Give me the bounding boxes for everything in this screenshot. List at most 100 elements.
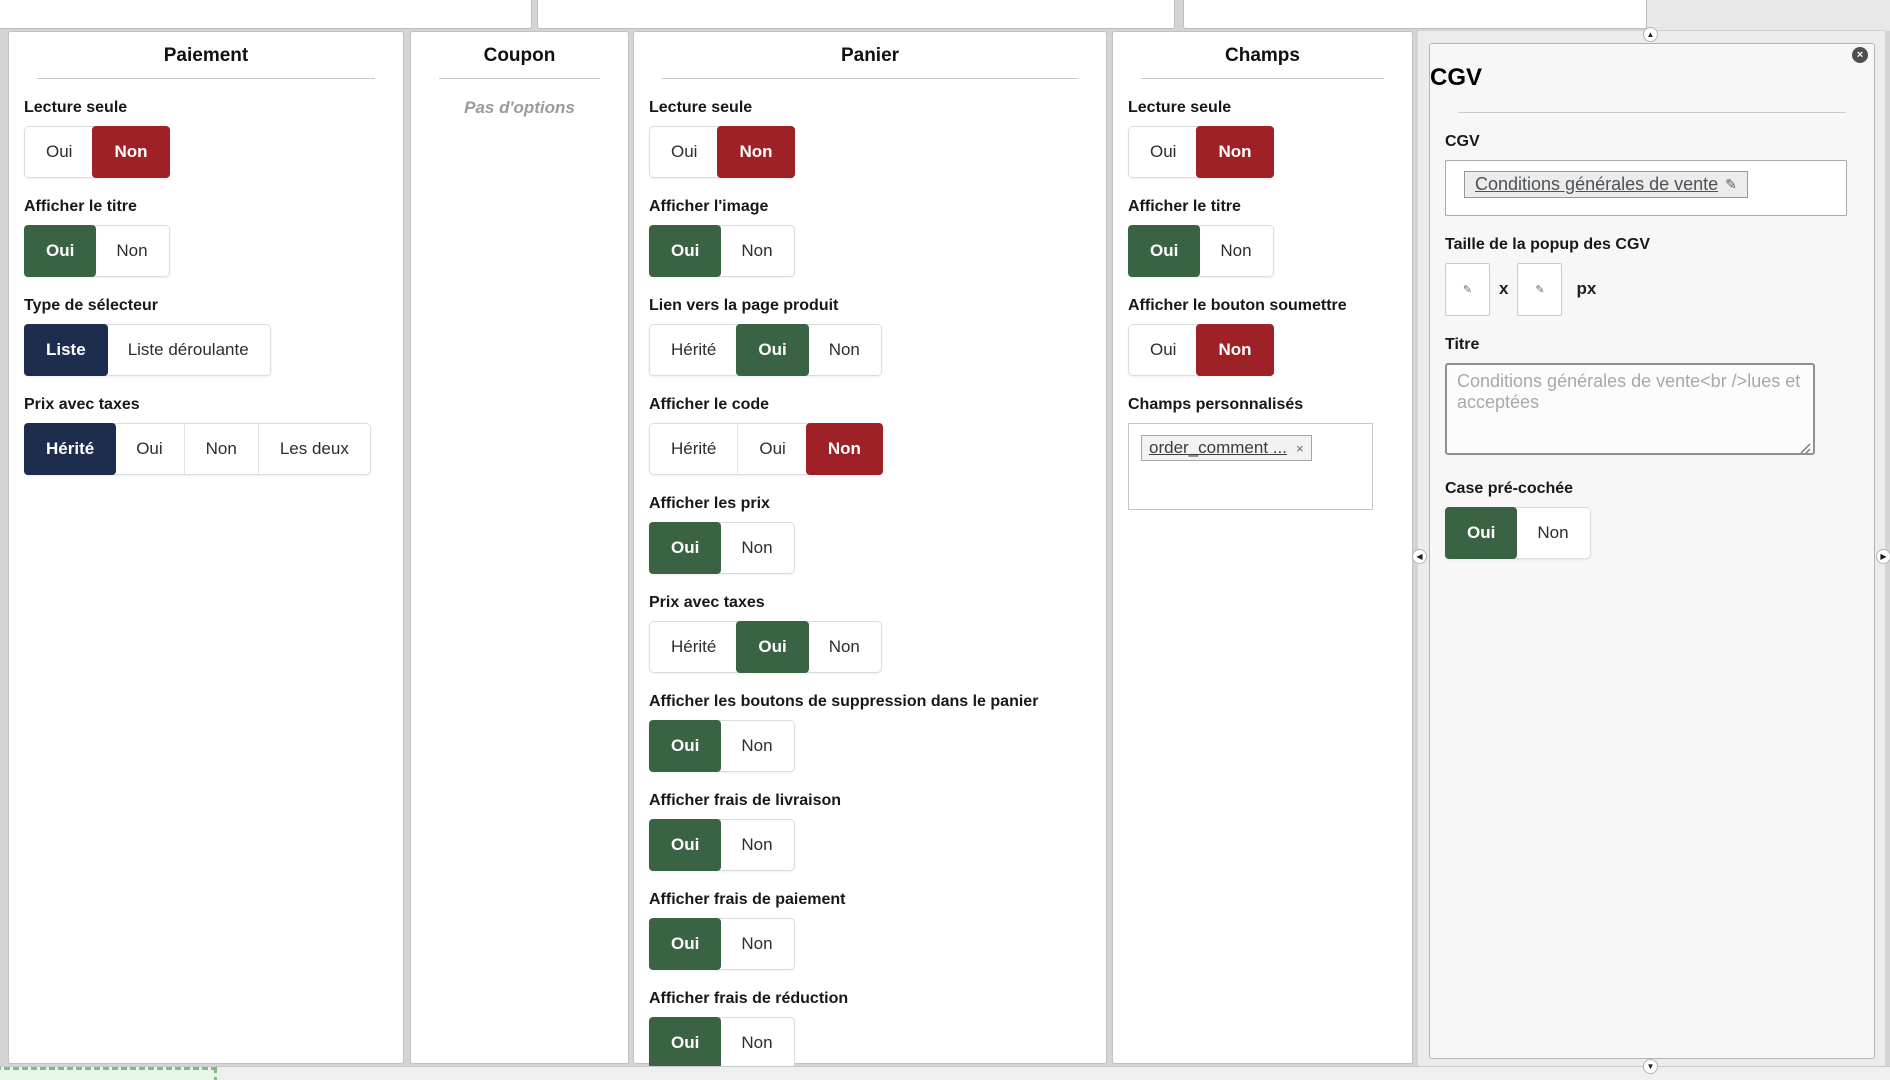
toggle-option-non[interactable]: Non xyxy=(720,820,794,870)
scroll-down-icon[interactable]: ▼ xyxy=(1643,1059,1658,1074)
header-divider xyxy=(1141,78,1384,79)
toggle-option-non[interactable]: Non xyxy=(720,919,794,969)
custom-field-tag[interactable]: order_comment ... × xyxy=(1141,435,1312,461)
field-label-frais-reduction: Afficher frais de réduction xyxy=(649,990,849,1007)
toggle-option-oui[interactable]: Oui xyxy=(1129,127,1198,177)
field-label-afficher-le-titre: Afficher le titre xyxy=(1128,198,1241,215)
popup-width-input[interactable]: ✎ xyxy=(1445,262,1490,316)
toggle-option-oui[interactable]: Oui xyxy=(737,424,807,474)
top-panel-cutoff-3[interactable] xyxy=(1183,0,1647,29)
toggle-option-oui[interactable]: Oui xyxy=(24,225,97,277)
remove-tag-icon[interactable]: × xyxy=(1295,440,1304,456)
toggle-option-les-deux[interactable]: Les deux xyxy=(257,424,370,474)
field-label-taille-popup: Taille de la popup des CGV xyxy=(1445,235,1651,253)
toggle-option-non[interactable]: Non xyxy=(720,226,794,276)
panel-title: Champs xyxy=(1225,45,1300,66)
toggle-boutons-suppression: Oui Non xyxy=(649,720,795,772)
bottom-background-strip xyxy=(0,1066,1890,1080)
toggle-option-oui[interactable]: Oui xyxy=(649,1017,722,1069)
size-unit-label: px xyxy=(1576,279,1597,299)
field-label-cgv: CGV xyxy=(1445,132,1480,150)
toggle-case-pre-cochee: Oui Non xyxy=(1445,506,1591,559)
toggle-option-oui[interactable]: Oui xyxy=(736,324,809,376)
toggle-option-non[interactable]: Non xyxy=(1196,324,1274,376)
toggle-option-herite[interactable]: Hérité xyxy=(650,622,738,672)
toggle-option-non[interactable]: Non xyxy=(1516,507,1590,558)
toggle-option-oui[interactable]: Oui xyxy=(650,127,719,177)
field-label-afficher-le-titre: Afficher le titre xyxy=(24,198,137,215)
toggle-option-non[interactable]: Non xyxy=(805,423,883,475)
toggle-option-oui[interactable]: Oui xyxy=(649,918,722,970)
scroll-left-icon[interactable]: ◀ xyxy=(1412,549,1427,564)
toggle-frais-livraison: Oui Non xyxy=(649,819,795,871)
toggle-prix-avec-taxes: Hérité Oui Non xyxy=(649,621,882,673)
panel-title: CGV xyxy=(1430,63,1483,91)
toggle-option-non[interactable]: Non xyxy=(95,226,169,276)
toggle-option-non[interactable]: Non xyxy=(807,325,881,375)
custom-fields-box[interactable]: order_comment ... × xyxy=(1128,423,1373,510)
cgv-page-chip[interactable]: Conditions générales de vente ✎ xyxy=(1464,170,1748,198)
toggle-prix-avec-taxes: Hérité Oui Non Les deux xyxy=(24,423,371,475)
field-label-prix-avec-taxes: Prix avec taxes xyxy=(24,396,140,413)
toggle-option-non[interactable]: Non xyxy=(1199,226,1273,276)
toggle-afficher-le-code: Hérité Oui Non xyxy=(649,423,883,475)
popup-height-input[interactable]: ✎ xyxy=(1517,262,1563,316)
toggle-option-oui[interactable]: Oui xyxy=(1129,325,1198,375)
panel-title: Coupon xyxy=(483,45,556,66)
panel-title: Panier xyxy=(840,45,900,66)
panel-cgv: × CGV CGV Conditions générales de vente … xyxy=(1429,43,1875,1059)
header-divider xyxy=(662,78,1078,79)
close-icon[interactable]: × xyxy=(1852,47,1868,63)
field-label-boutons-suppression: Afficher les boutons de suppression dans… xyxy=(649,693,1039,710)
panel-champs: Champs Lecture seule Oui Non Afficher le… xyxy=(1112,31,1413,1064)
toggle-option-oui[interactable]: Oui xyxy=(649,720,722,772)
toggle-bouton-soumettre: Oui Non xyxy=(1128,324,1274,376)
toggle-option-herite[interactable]: Hérité xyxy=(24,423,117,475)
toggle-option-oui[interactable]: Oui xyxy=(649,522,722,574)
toggle-option-non[interactable]: Non xyxy=(1196,126,1274,178)
toggle-option-oui[interactable]: Oui xyxy=(649,225,722,277)
cgv-page-select[interactable]: Conditions générales de vente ✎ xyxy=(1445,159,1847,216)
toggle-option-non[interactable]: Non xyxy=(807,622,881,672)
field-label-lecture-seule: Lecture seule xyxy=(649,99,753,116)
toggle-lecture-seule: Oui Non xyxy=(649,126,795,178)
titre-textarea[interactable] xyxy=(1445,362,1815,455)
toggle-type-de-selecteur: Liste Liste déroulante xyxy=(24,324,271,376)
toggle-option-non[interactable]: Non xyxy=(720,523,794,573)
panel-cgv-container: ▲ ▼ ◀ ▶ × CGV CGV Conditions générales d… xyxy=(1412,27,1890,1080)
popup-size-row: ✎ x ✎ px xyxy=(1445,262,1859,316)
toggle-option-liste-deroulante[interactable]: Liste déroulante xyxy=(106,325,270,375)
top-panel-cutoff-1[interactable] xyxy=(0,0,532,29)
toggle-frais-paiement: Oui Non xyxy=(649,918,795,970)
field-label-bouton-soumettre: Afficher le bouton soumettre xyxy=(1128,297,1347,314)
edit-pencil-icon: ✎ xyxy=(1462,283,1473,296)
panel-title: Paiement xyxy=(163,45,249,66)
toggle-option-oui[interactable]: Oui xyxy=(25,127,94,177)
toggle-option-non[interactable]: Non xyxy=(717,126,795,178)
toggle-option-oui[interactable]: Oui xyxy=(736,621,809,673)
field-label-champs-personnalises: Champs personnalisés xyxy=(1128,396,1304,413)
resize-grip-icon[interactable] xyxy=(1798,441,1811,454)
toggle-option-oui[interactable]: Oui xyxy=(649,819,722,871)
toggle-option-non[interactable]: Non xyxy=(92,126,170,178)
toggle-lecture-seule: Oui Non xyxy=(24,126,170,178)
field-label-lecture-seule: Lecture seule xyxy=(24,99,128,116)
custom-field-tag-label: order_comment ... xyxy=(1149,438,1287,457)
scroll-up-icon[interactable]: ▲ xyxy=(1643,27,1658,42)
toggle-option-non[interactable]: Non xyxy=(720,1018,794,1068)
toggle-option-liste[interactable]: Liste xyxy=(24,324,108,376)
toggle-option-non[interactable]: Non xyxy=(720,721,794,771)
top-panel-cutoff-2[interactable] xyxy=(537,0,1175,29)
field-label-afficher-les-prix: Afficher les prix xyxy=(649,495,770,512)
toggle-afficher-l-image: Oui Non xyxy=(649,225,795,277)
toggle-lecture-seule: Oui Non xyxy=(1128,126,1274,178)
header-divider xyxy=(439,78,600,79)
scroll-right-icon[interactable]: ▶ xyxy=(1876,549,1890,564)
toggle-option-oui[interactable]: Oui xyxy=(115,424,184,474)
toggle-option-oui[interactable]: Oui xyxy=(1128,225,1201,277)
field-label-afficher-le-code: Afficher le code xyxy=(649,396,770,413)
toggle-option-herite[interactable]: Hérité xyxy=(650,325,738,375)
toggle-option-non[interactable]: Non xyxy=(183,424,258,474)
toggle-option-herite[interactable]: Hérité xyxy=(650,424,738,474)
toggle-option-oui[interactable]: Oui xyxy=(1445,506,1518,559)
